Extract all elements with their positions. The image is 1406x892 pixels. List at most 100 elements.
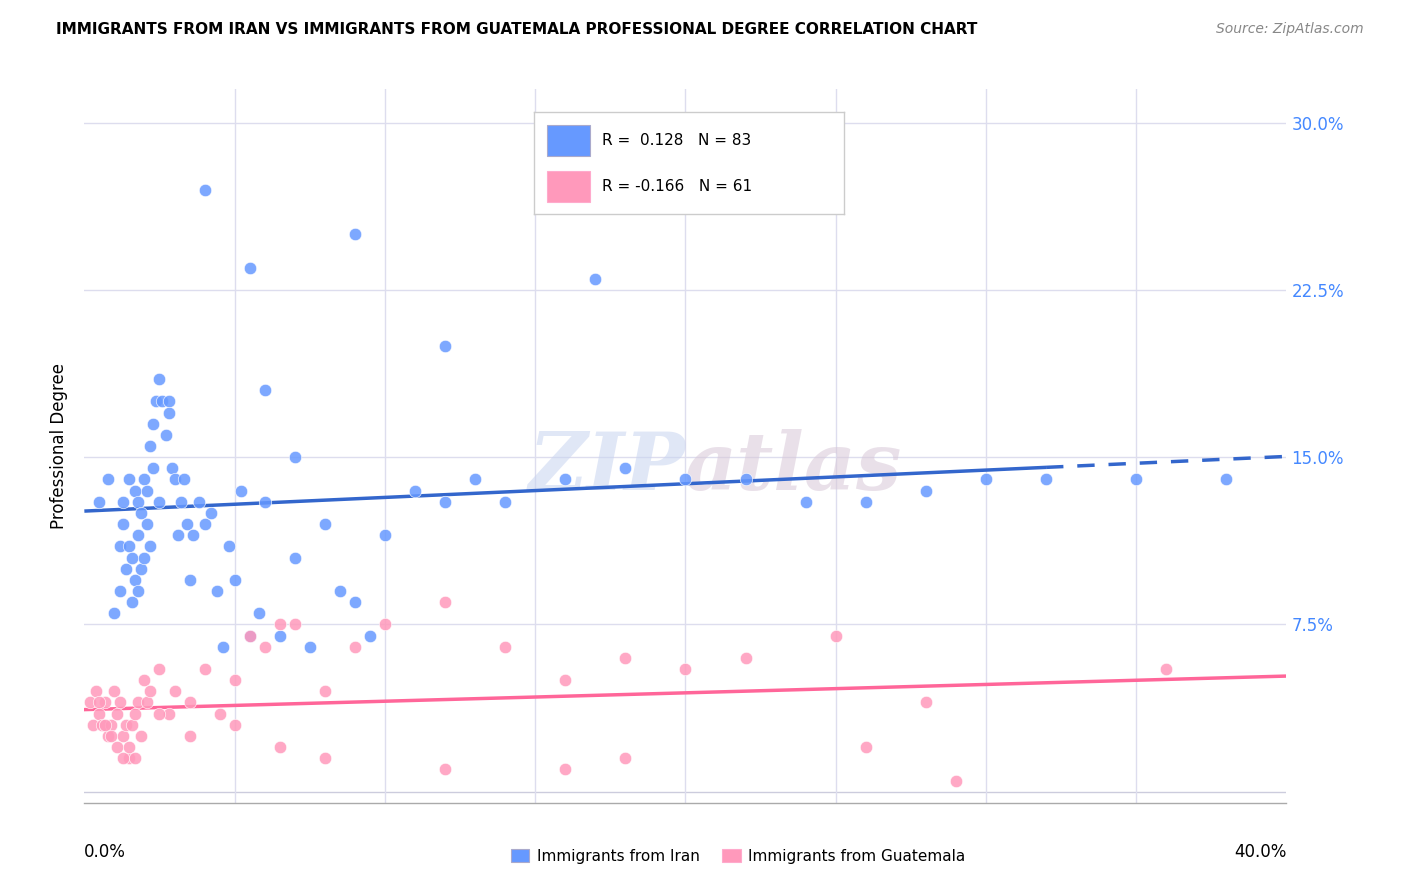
Point (179, 729, 201, 743)
Point (915, 696, 938, 710)
Point (157, 394, 180, 409)
Point (194, 662, 217, 676)
Point (112, 751, 135, 765)
Point (121, 595, 143, 609)
Point (139, 439, 162, 453)
Point (314, 684, 336, 698)
Point (284, 450, 307, 464)
Point (224, 673, 246, 687)
Point (494, 640, 516, 654)
Point (94, 717, 117, 731)
Point (100, 729, 122, 743)
Point (89, 706, 111, 721)
Point (404, 483, 426, 498)
Point (103, 607, 125, 621)
Point (86, 684, 108, 698)
Point (205, 583, 228, 598)
Text: 0.0%: 0.0% (84, 843, 127, 861)
Point (374, 617, 396, 632)
Point (157, 405, 180, 419)
Y-axis label: Professional Degree: Professional Degree (51, 363, 69, 529)
Point (118, 751, 141, 765)
Point (239, 628, 262, 642)
Point (494, 494, 516, 508)
Text: atlas: atlas (686, 429, 903, 506)
Point (166, 528, 188, 542)
Point (239, 628, 262, 642)
Point (343, 595, 366, 609)
Point (139, 684, 162, 698)
Point (434, 338, 457, 352)
Point (110, 696, 132, 710)
Point (1156, 662, 1178, 676)
Point (224, 573, 246, 587)
Point (269, 617, 291, 632)
Point (112, 494, 135, 508)
Point (89, 696, 111, 710)
Point (79, 696, 101, 710)
Point (855, 740, 877, 755)
Point (124, 573, 146, 587)
Point (253, 384, 276, 398)
Point (179, 696, 201, 710)
Point (124, 706, 146, 721)
Point (945, 773, 967, 788)
Point (614, 751, 637, 765)
Point (97, 472, 120, 486)
Point (434, 595, 457, 609)
Point (115, 562, 138, 576)
Point (314, 517, 336, 532)
Point (239, 260, 262, 275)
Point (118, 740, 141, 755)
Point (163, 684, 186, 698)
Point (734, 472, 756, 486)
Point (134, 673, 156, 687)
Point (134, 550, 156, 565)
Point (974, 472, 997, 486)
Text: 40.0%: 40.0% (1234, 843, 1286, 861)
Point (194, 517, 217, 532)
Point (82, 717, 104, 731)
Point (824, 628, 846, 642)
Point (124, 751, 146, 765)
Point (127, 528, 149, 542)
Point (329, 583, 352, 598)
Point (155, 427, 177, 442)
Point (152, 394, 174, 409)
Point (94, 696, 117, 710)
Point (1035, 472, 1057, 486)
Point (179, 573, 201, 587)
Point (915, 483, 938, 498)
Point (675, 662, 697, 676)
Point (434, 762, 457, 776)
Point (112, 729, 135, 743)
Point (127, 494, 149, 508)
Point (112, 517, 135, 532)
Point (107, 740, 129, 755)
Point (224, 717, 246, 731)
Point (374, 528, 396, 542)
Point (269, 628, 291, 642)
FancyBboxPatch shape (547, 125, 591, 155)
Point (91, 717, 114, 731)
Point (110, 539, 132, 553)
Point (142, 417, 165, 431)
Point (160, 461, 183, 475)
Point (343, 640, 366, 654)
Point (675, 472, 697, 486)
Point (118, 539, 141, 553)
Point (284, 617, 307, 632)
Text: IMMIGRANTS FROM IRAN VS IMMIGRANTS FROM GUATEMALA PROFESSIONAL DEGREE CORRELATIO: IMMIGRANTS FROM IRAN VS IMMIGRANTS FROM … (56, 22, 977, 37)
Point (89, 494, 111, 508)
Point (127, 583, 149, 598)
Point (148, 494, 170, 508)
Point (855, 494, 877, 508)
Point (211, 640, 233, 654)
Point (247, 607, 270, 621)
Point (614, 651, 637, 665)
Point (103, 684, 125, 698)
Point (176, 517, 198, 532)
Point (142, 461, 165, 475)
Point (131, 729, 153, 743)
Point (124, 483, 146, 498)
